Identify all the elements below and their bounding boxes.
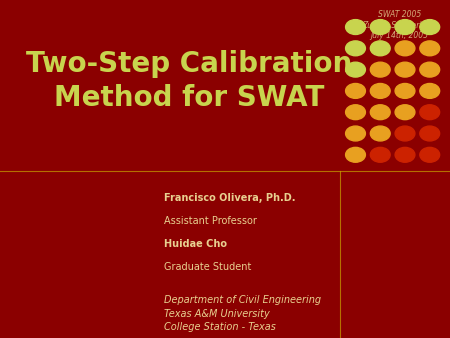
Circle shape [420, 20, 440, 34]
Circle shape [346, 105, 365, 120]
Circle shape [346, 62, 365, 77]
Text: Two-Step Calibration
Method for SWAT: Two-Step Calibration Method for SWAT [26, 50, 352, 113]
Circle shape [370, 62, 390, 77]
Circle shape [346, 147, 365, 162]
Circle shape [420, 105, 440, 120]
Circle shape [370, 83, 390, 98]
Text: Graduate Student: Graduate Student [164, 262, 252, 272]
Circle shape [370, 147, 390, 162]
Circle shape [395, 83, 415, 98]
Circle shape [346, 41, 365, 56]
Circle shape [370, 41, 390, 56]
Circle shape [370, 105, 390, 120]
Circle shape [420, 62, 440, 77]
Text: Assistant Professor: Assistant Professor [164, 216, 257, 226]
Circle shape [370, 20, 390, 34]
Circle shape [395, 105, 415, 120]
Circle shape [395, 20, 415, 34]
Circle shape [346, 126, 365, 141]
Circle shape [395, 126, 415, 141]
Circle shape [420, 126, 440, 141]
Circle shape [395, 62, 415, 77]
Circle shape [346, 20, 365, 34]
Circle shape [420, 83, 440, 98]
Text: SWAT 2005
Zurich, Switzerland
July 14th, 2005: SWAT 2005 Zurich, Switzerland July 14th,… [363, 10, 436, 40]
Circle shape [346, 83, 365, 98]
Text: Francisco Olivera, Ph.D.: Francisco Olivera, Ph.D. [164, 193, 296, 203]
Circle shape [420, 41, 440, 56]
Circle shape [420, 147, 440, 162]
Circle shape [370, 126, 390, 141]
Circle shape [395, 147, 415, 162]
Text: Huidae Cho: Huidae Cho [164, 239, 227, 249]
Text: Department of Civil Engineering
Texas A&M University
College Station - Texas: Department of Civil Engineering Texas A&… [164, 295, 321, 332]
Circle shape [395, 41, 415, 56]
